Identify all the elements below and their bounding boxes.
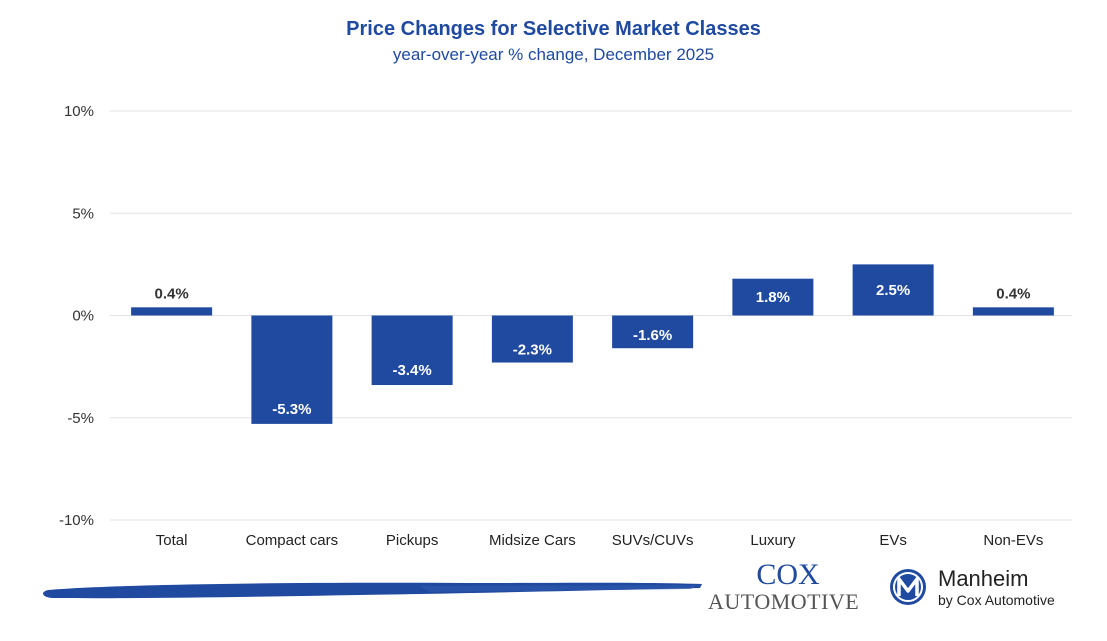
data-label: 2.5% [876,282,910,299]
x-tick-label: Luxury [750,532,796,549]
data-labels: 0.4% -5.3% -3.4% -2.3% -1.6% 1.8% 2.5% 0.4% [155,282,1031,418]
chart-title: Price Changes for Selective Market Class… [346,18,761,40]
y-tick-label: -5% [67,410,94,427]
manheim-tagline: by Cox Automotive [938,592,1055,608]
bar [491,315,573,363]
x-tick-label: Non-EVs [983,532,1043,549]
y-tick-label: 0% [72,308,94,325]
y-tick-label: -10% [59,512,94,529]
manheim-logo: Manheim by Cox Automotive [888,567,1088,611]
data-label: -3.4% [393,362,432,379]
y-tick-label: 10% [64,103,94,120]
data-label: -1.6% [633,327,672,344]
cox-logo-line2: AUTOMOTIVE [708,589,860,614]
manheim-m-icon [890,569,926,605]
bar [732,278,814,316]
category-labels: Total Compact cars Pickups Midsize Cars SUVs… [156,532,1044,549]
data-label: 1.8% [756,289,790,306]
data-label: 0.4% [155,285,189,302]
chart-subtitle: year-over-year % change, December 2025 [392,45,715,64]
bar [371,315,453,386]
cox-automotive-logo: COX AUTOMOTIVE [708,560,868,614]
bars [131,264,1054,424]
x-tick-label: SUVs/CUVs [612,532,694,549]
bar-chart: 10% 5% 0% -5% -10% Total Compact cars Pickups M… [59,103,1072,549]
x-tick-label: Compact cars [246,532,339,549]
manheim-name: Manheim [938,566,1029,591]
data-label: -5.3% [272,401,311,418]
data-label: -2.3% [513,342,552,359]
bar [251,315,333,424]
brush-stroke-graphic [43,582,702,599]
x-tick-label: Midsize Cars [489,532,576,549]
bar [131,307,213,316]
x-tick-label: Total [156,532,188,549]
cox-logo-line1: COX [756,558,820,591]
data-label: 0.4% [996,285,1030,302]
bar [612,315,694,349]
y-tick-label: 5% [72,205,94,222]
y-axis-ticks: 10% 5% 0% -5% -10% [59,103,94,529]
x-tick-label: Pickups [386,532,439,549]
x-tick-label: EVs [879,532,907,549]
bar [972,307,1054,316]
bar [852,264,934,316]
